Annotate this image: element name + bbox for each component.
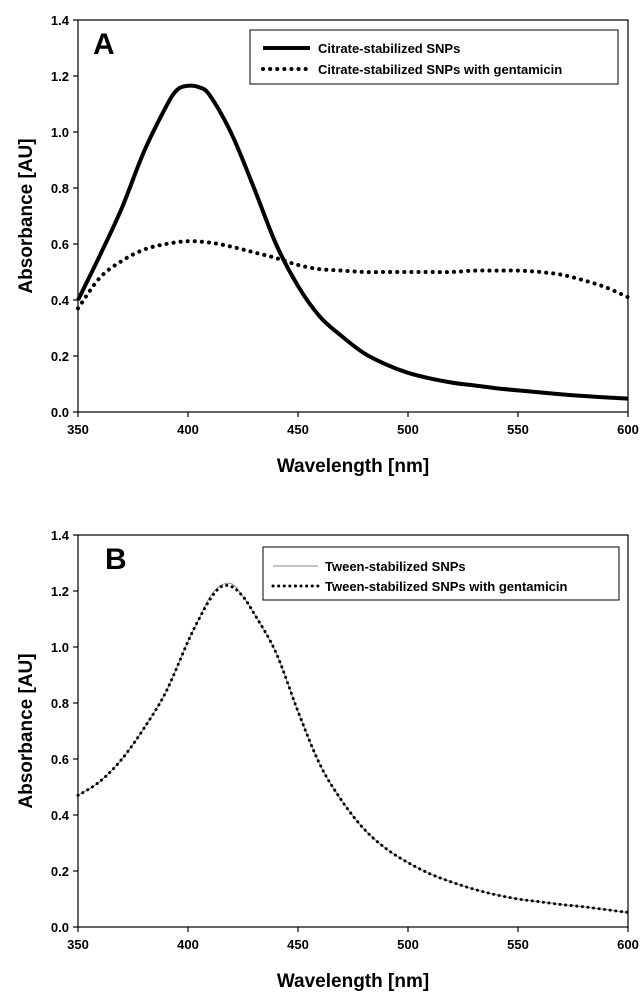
x-axis-title: Wavelength [nm] <box>277 456 429 477</box>
x-tick-label: 500 <box>397 937 419 952</box>
y-tick-label: 0.4 <box>51 808 70 823</box>
series-line-1 <box>77 582 629 913</box>
y-tick-label: 1.0 <box>51 640 69 655</box>
y-tick-label: 1.0 <box>51 125 69 140</box>
chart-panel-b: 0.0 0.2 0.4 0.6 0.8 1.0 1.2 1.4 350 400 450 500 550… <box>16 528 639 992</box>
y-tick-labels: 0.0 0.2 0.4 0.6 0.8 1.0 1.2 1.4 <box>51 528 70 935</box>
x-tick-label: 600 <box>617 422 639 437</box>
y-axis-title: Absorbance [AU] <box>16 138 37 293</box>
legend-box <box>249 29 619 85</box>
y-tick-label: 1.4 <box>51 528 70 543</box>
y-tick-label: 0.6 <box>51 752 69 767</box>
x-tick-labels: 350 400 450 500 550 600 <box>67 937 639 952</box>
x-tick-label: 550 <box>507 937 529 952</box>
legend-label-series-2: Tween-stabilized SNPs with gentamicin <box>325 579 568 594</box>
x-tick-label: 450 <box>287 937 309 952</box>
plot-area-frame <box>77 534 629 928</box>
legend-label-series-1: Tween-stabilized SNPs <box>325 559 466 574</box>
x-tick-label: 350 <box>67 937 89 952</box>
panel-label: B <box>105 543 127 576</box>
series-line-1 <box>76 83 629 401</box>
y-tick-label: 1.2 <box>51 584 69 599</box>
plot-area-frame <box>77 19 629 413</box>
y-tick-label: 0.6 <box>51 237 69 252</box>
legend-label-series-1: Citrate-stabilized SNPs <box>318 41 460 56</box>
x-tick-label: 450 <box>287 422 309 437</box>
y-axis-title: Absorbance [AU] <box>16 653 37 808</box>
x-tick-label: 350 <box>67 422 89 437</box>
x-tick-label: 400 <box>177 937 199 952</box>
y-tick-label: 1.2 <box>51 69 69 84</box>
legend: Tween-stabilized SNPs Tween-stabilized S… <box>262 546 620 601</box>
y-tick-label: 0.2 <box>51 349 69 364</box>
x-tick-label: 400 <box>177 422 199 437</box>
y-tick-labels: 0.0 0.2 0.4 0.6 0.8 1.0 1.2 1.4 <box>51 13 70 420</box>
x-axis-title: Wavelength [nm] <box>277 971 429 992</box>
x-tick-label: 500 <box>397 422 419 437</box>
series-line-2 <box>76 239 630 311</box>
series-lines <box>76 582 630 914</box>
legend-label-series-2: Citrate-stabilized SNPs with gentamicin <box>318 62 562 77</box>
tick-marks <box>73 19 629 417</box>
y-tick-label: 0.0 <box>51 405 69 420</box>
x-tick-label: 600 <box>617 937 639 952</box>
legend: Citrate-stabilized SNPs Citrate-stabiliz… <box>249 29 619 85</box>
tick-marks <box>73 534 629 932</box>
y-tick-label: 0.4 <box>51 293 70 308</box>
series-line-2 <box>76 583 630 914</box>
y-tick-label: 0.8 <box>51 696 69 711</box>
y-tick-label: 0.0 <box>51 920 69 935</box>
chart-panel-a: 0.0 0.2 0.4 0.6 0.8 1.0 1.2 1.4 350 400 450 500 550… <box>16 13 639 477</box>
y-tick-label: 0.8 <box>51 181 69 196</box>
x-tick-labels: 350 400 450 500 550 600 <box>67 422 639 437</box>
panel-label: A <box>93 28 115 61</box>
series-lines <box>76 83 630 401</box>
y-tick-label: 1.4 <box>51 13 70 28</box>
x-tick-label: 550 <box>507 422 529 437</box>
y-tick-label: 0.2 <box>51 864 69 879</box>
legend-box <box>262 546 620 601</box>
